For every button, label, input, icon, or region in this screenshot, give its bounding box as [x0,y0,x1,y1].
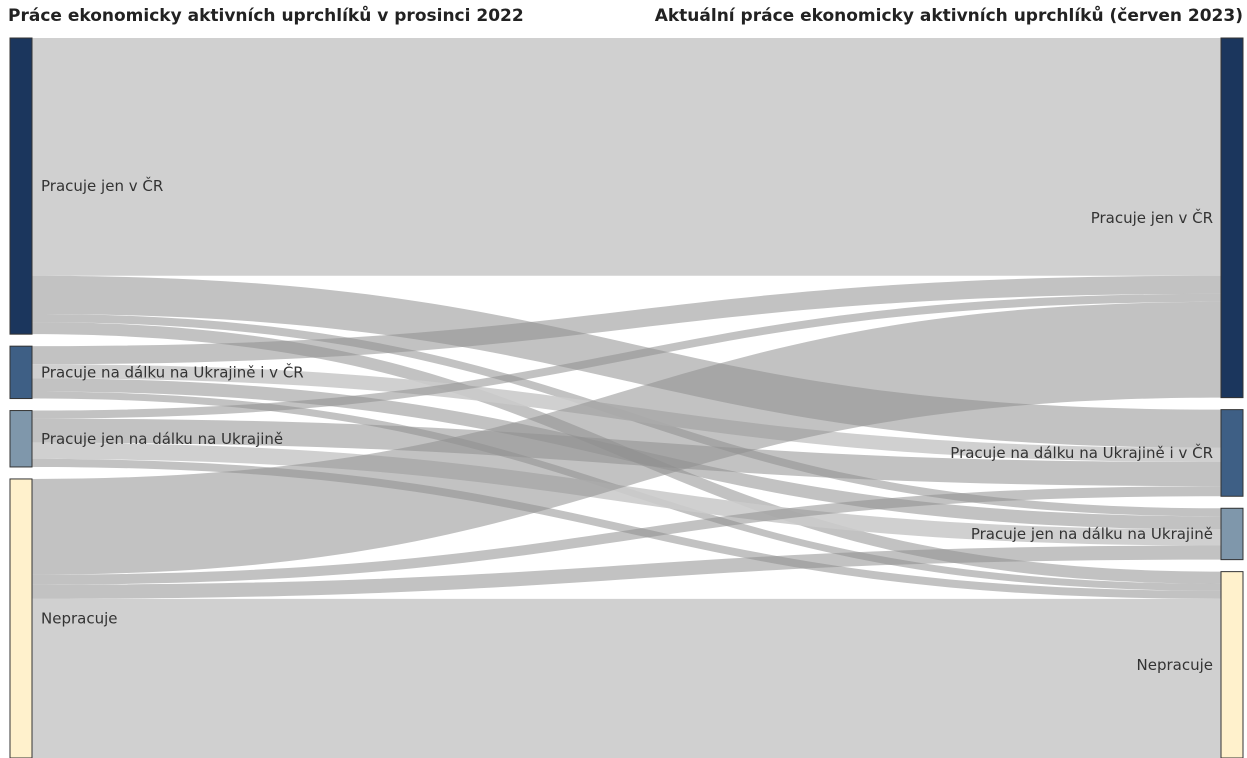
right-node-label-pracuje-na-dalku-na-ukrajine-i-v-cr: Pracuje na dálku na Ukrajině i v ČR [950,443,1213,462]
title-right: Aktuální práce ekonomicky aktivních uprc… [654,6,1243,26]
link-pracuje-na-dalku-na-ukrajine-i-v-cr-to-pracuje-jen-v-cr [32,275,1221,365]
left-node-label-pracuje-jen-na-dalku-na-ukrajine: Pracuje jen na dálku na Ukrajině [41,430,283,448]
link-pracuje-jen-na-dalku-na-ukrajine-to-pracuje-jen-v-cr [32,293,1221,419]
right-node-label-pracuje-jen-na-dalku-na-ukrajine: Pracuje jen na dálku na Ukrajině [971,525,1213,543]
left-node-label-pracuje-jen-v-cr: Pracuje jen v ČR [41,176,163,195]
link-pracuje-jen-na-dalku-na-ukrajine-to-pracuje-jen-na-dalku-na-ukrajine [32,442,1221,546]
right-node-pracuje-na-dalku-na-ukrajine-i-v-cr [1220,409,1244,497]
left-node-pracuje-jen-v-cr [9,37,33,335]
left-node-pracuje-jen-na-dalku-na-ukrajine [9,410,33,468]
right-node-label-nepracuje: Nepracuje [1137,656,1213,674]
right-node-nepracuje [1220,571,1244,758]
link-nepracuje-to-nepracuje [32,598,1221,758]
link-pracuje-jen-na-dalku-na-ukrajine-to-nepracuje [32,458,1221,599]
left-node-pracuje-na-dalku-na-ukrajine-i-v-cr [9,345,33,400]
left-node-label-nepracuje: Nepracuje [41,609,117,627]
right-node-pracuje-jen-v-cr [1220,37,1244,399]
left-node-label-pracuje-na-dalku-na-ukrajine-i-v-cr: Pracuje na dálku na Ukrajině i v ČR [41,362,304,381]
right-node-label-pracuje-jen-v-cr: Pracuje jen v ČR [1091,208,1213,227]
left-node-nepracuje [9,478,33,758]
link-nepracuje-to-pracuje-jen-na-dalku-na-ukrajine [32,545,1221,599]
right-node-pracuje-jen-na-dalku-na-ukrajine [1220,507,1244,561]
title-left: Práce ekonomicky aktivních uprchlíků v p… [8,6,524,26]
link-nepracuje-to-pracuje-na-dalku-na-ukrajine-i-v-cr [32,486,1221,585]
link-pracuje-jen-v-cr-to-pracuje-jen-v-cr [32,38,1221,276]
link-nepracuje-to-pracuje-jen-v-cr [32,301,1221,575]
